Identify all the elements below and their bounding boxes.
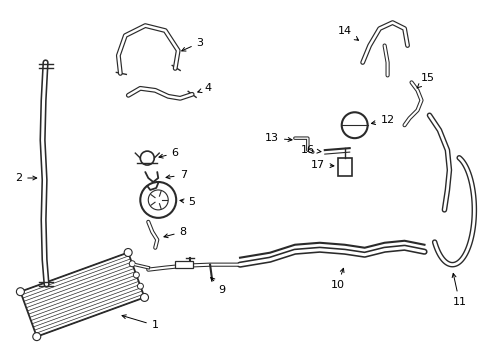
Text: 8: 8 <box>163 227 186 238</box>
Circle shape <box>33 333 41 341</box>
Text: 6: 6 <box>159 148 178 158</box>
Text: 1: 1 <box>122 315 159 330</box>
Circle shape <box>133 272 139 278</box>
Text: 15: 15 <box>416 73 434 88</box>
Text: 13: 13 <box>264 133 291 143</box>
Circle shape <box>148 190 168 210</box>
Circle shape <box>17 288 24 296</box>
Circle shape <box>140 151 154 165</box>
Circle shape <box>140 182 176 218</box>
FancyBboxPatch shape <box>337 158 351 176</box>
Circle shape <box>140 293 148 301</box>
Text: 4: 4 <box>197 84 211 93</box>
Text: 3: 3 <box>182 37 203 51</box>
FancyBboxPatch shape <box>175 261 193 268</box>
Text: 2: 2 <box>15 173 37 183</box>
Text: 10: 10 <box>330 268 344 289</box>
Circle shape <box>137 283 143 289</box>
Circle shape <box>129 261 135 267</box>
Text: 16: 16 <box>300 145 320 155</box>
Circle shape <box>341 112 367 138</box>
Text: 14: 14 <box>337 26 358 40</box>
Text: 12: 12 <box>371 115 394 125</box>
Text: 5: 5 <box>180 197 195 207</box>
Text: 7: 7 <box>166 170 186 180</box>
Text: 9: 9 <box>210 278 225 294</box>
Text: 11: 11 <box>451 274 466 306</box>
Text: 17: 17 <box>310 160 333 170</box>
Circle shape <box>124 248 132 256</box>
